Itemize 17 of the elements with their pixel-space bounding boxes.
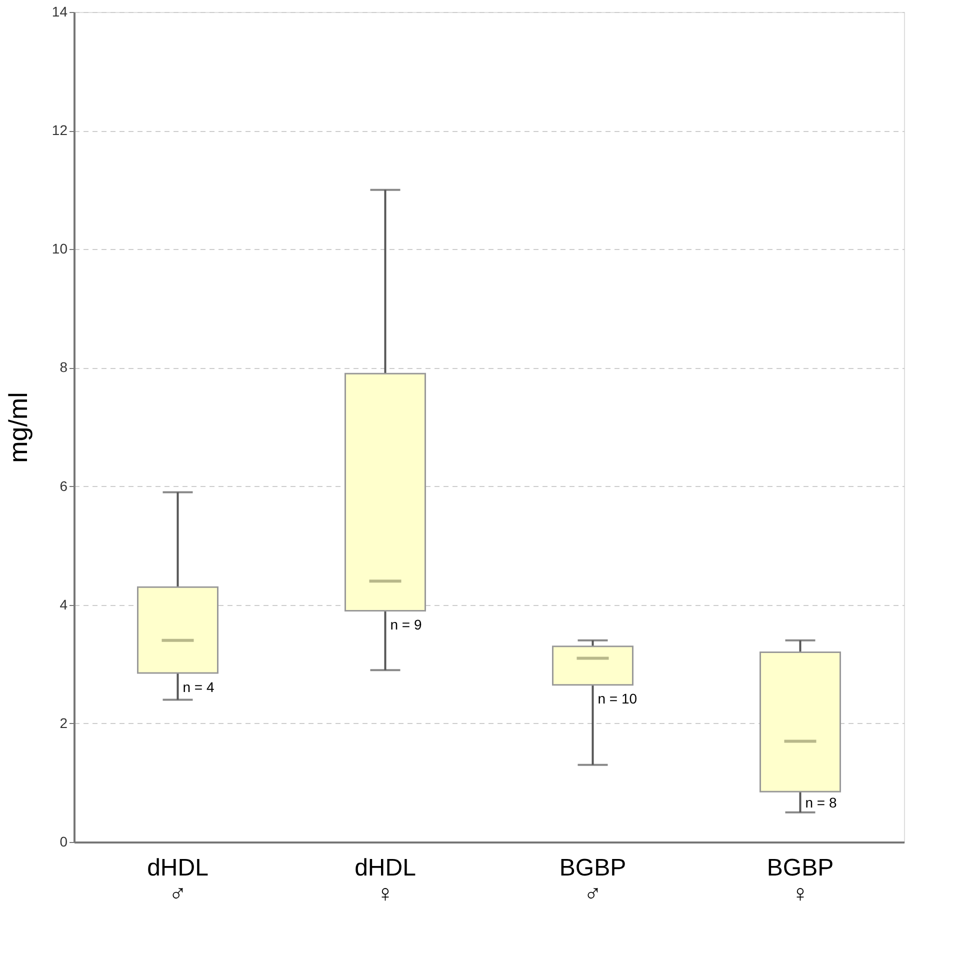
y-tick-label: 4 xyxy=(60,596,68,612)
x-tick-label: BGBP ♂ xyxy=(559,854,626,908)
annotation: n = 4 xyxy=(182,678,214,695)
annotation: n = 8 xyxy=(805,794,837,810)
y-tick-label: 10 xyxy=(52,240,68,257)
y-tick-label: 8 xyxy=(60,359,68,376)
y-tick-label: 2 xyxy=(60,714,68,731)
y-tick-label: 6 xyxy=(60,478,68,494)
x-tick-label: dHDL ♂ xyxy=(147,854,208,908)
y-tick-label: 14 xyxy=(52,4,68,20)
x-tick-label: dHDL ♀ xyxy=(354,854,416,908)
y-axis-title: mg/ml xyxy=(2,392,33,463)
y-tick-label: 12 xyxy=(52,122,68,138)
y-tick-label: 0 xyxy=(60,834,68,850)
annotation: n = 10 xyxy=(598,690,638,707)
x-tick-label: BGBP ♀ xyxy=(766,854,834,908)
annotation: n = 9 xyxy=(390,616,422,633)
